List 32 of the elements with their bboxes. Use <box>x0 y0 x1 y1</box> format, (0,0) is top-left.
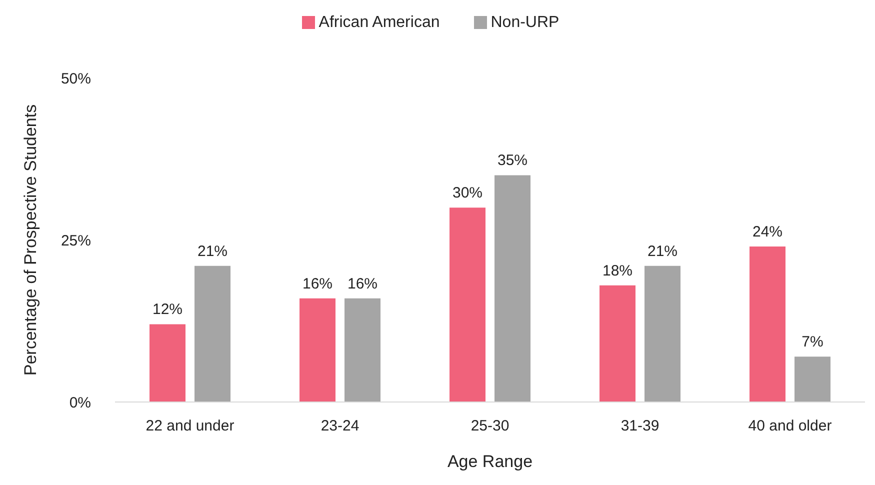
data-label: 12% <box>152 301 183 318</box>
data-label: 16% <box>347 275 378 292</box>
x-tick-label: 31-39 <box>620 418 660 435</box>
data-label: 18% <box>602 262 633 280</box>
legend-label: Non-URP <box>490 14 560 31</box>
data-label: 21% <box>647 242 678 260</box>
bar <box>600 285 636 402</box>
bar <box>450 208 486 402</box>
bar <box>344 298 380 402</box>
data-label: 30% <box>452 184 483 202</box>
bar <box>494 175 530 402</box>
bar <box>794 356 830 402</box>
x-tick-label: 25-30 <box>470 418 510 435</box>
bar <box>150 324 186 402</box>
data-label: 24% <box>752 223 783 240</box>
bar <box>750 246 786 402</box>
data-label: 21% <box>197 242 228 260</box>
y-tick-label: 25% <box>60 232 91 250</box>
y-tick-label: 0% <box>69 394 91 412</box>
x-tick-label: 40 and older <box>748 418 832 435</box>
x-axis-title: Age Range <box>447 452 533 471</box>
bar <box>300 298 336 402</box>
data-label: 7% <box>802 334 824 351</box>
y-axis-title: Percentage of Prospective Students <box>21 104 40 376</box>
x-tick-label: 23-24 <box>320 418 360 435</box>
data-label: 35% <box>497 152 528 170</box>
bar <box>194 266 230 402</box>
data-label: 16% <box>302 275 333 292</box>
x-tick-label: 22 and under <box>146 418 234 435</box>
legend-label: African American <box>318 14 440 31</box>
bar <box>644 266 680 402</box>
y-tick-label: 50% <box>60 70 91 88</box>
